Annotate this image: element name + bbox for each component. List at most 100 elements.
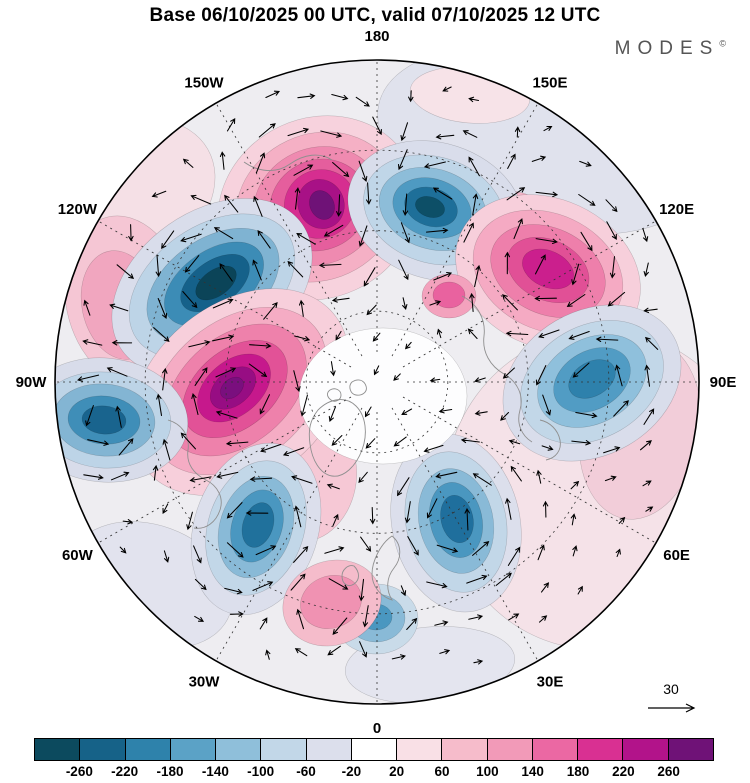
wind-arrow [473, 659, 484, 665]
contour-patch [309, 190, 335, 220]
colorbar [34, 738, 714, 761]
wind-arrow [535, 365, 547, 386]
wind-arrow [460, 437, 480, 444]
wind-arrow [432, 187, 453, 200]
wind-arrow [323, 224, 344, 237]
wind-arrow [502, 367, 515, 379]
colorbar-segment [125, 739, 171, 760]
wind-arrow [495, 572, 512, 586]
wind-arrow [216, 471, 239, 479]
wind-arrow [287, 260, 304, 278]
wind-arrow [469, 292, 475, 313]
wind-arrow [358, 225, 368, 247]
wind-arrow [326, 483, 340, 490]
wind-arrow [391, 654, 406, 660]
wind-arrow [426, 581, 448, 589]
meridian-line [402, 220, 657, 368]
wind-arrow [579, 160, 592, 167]
wind-arrow [336, 194, 342, 217]
wind-arrow [542, 500, 549, 518]
wind-arrow [287, 127, 310, 137]
wind-arrow [401, 408, 413, 415]
wind-arrow [259, 617, 268, 630]
wind-arrow [249, 343, 272, 349]
meridian-line [391, 102, 539, 357]
wind-arrow [531, 155, 547, 162]
wind-arrow [291, 475, 313, 484]
wind-arrow [435, 133, 455, 140]
wind-arrow [224, 587, 243, 595]
wind-arrow [249, 476, 273, 482]
wind-arrow [219, 151, 226, 170]
wind-arrow [372, 332, 381, 342]
chart-title: Base 06/10/2025 00 UTC, valid 07/10/2025… [149, 5, 601, 26]
wind-arrow [318, 262, 342, 269]
wind-arrow [400, 222, 411, 244]
wind-arrow [194, 578, 207, 591]
wind-arrow [507, 153, 516, 169]
wind-arrow [320, 130, 343, 138]
wind-arrow [189, 476, 212, 483]
wind-arrow [400, 122, 409, 142]
wind-arrow [263, 302, 278, 320]
wind-arrow [331, 297, 350, 303]
wind-arrow [570, 513, 577, 526]
wind-arrow [463, 222, 474, 243]
meridian-line [97, 220, 352, 368]
wind-arrow [294, 187, 301, 210]
coastline [539, 419, 561, 461]
wind-arrow [332, 161, 350, 178]
wind-arrow [293, 545, 309, 563]
wind-arrow [572, 362, 590, 378]
wind-arrow [468, 96, 480, 103]
wind-arrow [364, 406, 372, 418]
wind-arrow [538, 615, 548, 623]
coastline [167, 419, 222, 529]
longitude-label: 0 [373, 720, 381, 737]
colorbar-tick-label: -20 [341, 764, 362, 779]
wind-arrow [182, 158, 194, 168]
wind-arrow [609, 256, 616, 279]
wind-arrow [300, 394, 308, 417]
wind-arrow [540, 582, 550, 593]
contour-patch [241, 502, 275, 548]
wind-arrow [505, 330, 529, 337]
coastline [371, 535, 401, 601]
colorbar-tick-label: -60 [296, 764, 316, 779]
colorbar-tick-label: -100 [247, 764, 275, 779]
wind-arrow [290, 573, 306, 591]
colorbar-tick-label: 180 [566, 764, 590, 779]
wind-arrow [534, 295, 557, 302]
wind-arrow [83, 299, 91, 316]
wind-arrow [153, 327, 170, 342]
wind-arrow [212, 298, 234, 309]
wind-arrow [157, 297, 168, 320]
wind-arrow [468, 156, 480, 177]
wind-arrow [618, 516, 626, 524]
longitude-label: 120W [58, 201, 98, 218]
wind-arrow [570, 480, 580, 490]
wind-arrow [536, 469, 542, 484]
wind-arrow [252, 259, 262, 281]
wind-arrow [358, 578, 365, 602]
wind-arrow [502, 294, 518, 311]
wind-arrow [255, 545, 277, 556]
wind-arrow [397, 149, 408, 171]
wind-arrow [255, 152, 266, 174]
colorbar-tick-label: 60 [434, 764, 450, 779]
wind-arrow [514, 126, 521, 138]
contour-patch [440, 495, 474, 543]
wind-arrow [571, 263, 580, 286]
wind-arrow [331, 93, 349, 101]
wind-arrow [605, 199, 618, 213]
wind-arrow [194, 615, 205, 622]
wind-arrow [331, 434, 343, 446]
wind-arrow [429, 300, 442, 306]
wind-arrow [468, 614, 484, 620]
wind-arrow [162, 367, 168, 391]
wind-arrow [298, 299, 305, 317]
wind-arrow [407, 536, 419, 556]
wind-arrow [402, 297, 408, 310]
wind-arrow [425, 227, 449, 234]
wind-arrow [259, 394, 271, 415]
